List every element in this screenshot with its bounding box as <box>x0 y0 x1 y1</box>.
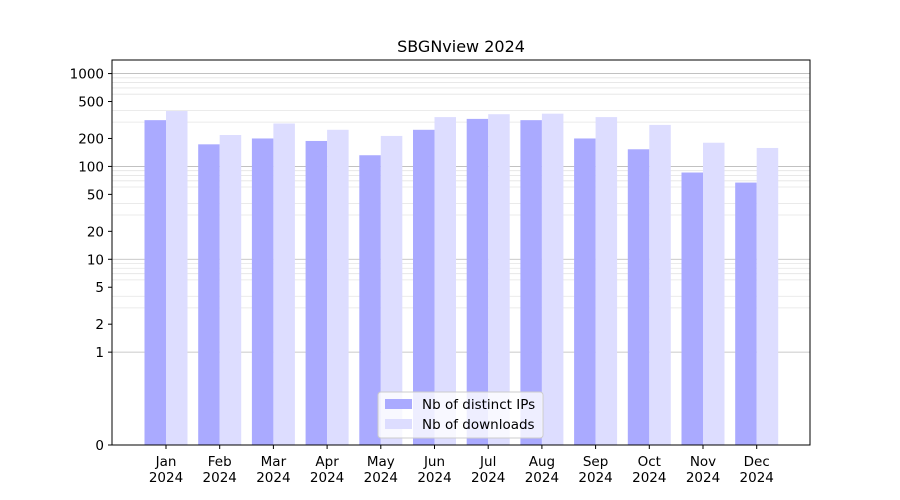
y-tick-label: 200 <box>78 131 104 147</box>
bar-downloads <box>166 111 188 445</box>
x-tick-label-month: Dec <box>744 454 770 470</box>
x-tick-label-month: Jun <box>423 454 445 470</box>
x-tick-label-month: May <box>367 454 395 470</box>
bar-distinct-ips <box>681 172 703 445</box>
bar-distinct-ips <box>627 149 650 446</box>
bar-downloads <box>434 117 456 445</box>
x-axis: Jan2024Feb2024Mar2024Apr2024May2024Jun20… <box>149 445 774 486</box>
x-tick-label-month: Sep <box>583 454 608 470</box>
plot-area-frame <box>111 59 811 446</box>
bar-distinct-ips <box>144 120 166 446</box>
x-tick-label-month: Apr <box>315 454 339 470</box>
x-tick-label-month: Feb <box>208 454 232 470</box>
y-tick-label: 500 <box>78 95 104 111</box>
legend-box <box>377 391 544 439</box>
bar-downloads <box>488 114 510 446</box>
y-tick-label: 0 <box>95 438 104 454</box>
y-tick-label: 1000 <box>70 67 104 83</box>
bar-distinct-ips <box>305 140 328 445</box>
x-tick-label-month: Jan <box>155 454 177 470</box>
x-tick-label-year: 2024 <box>203 470 237 486</box>
x-tick-label-year: 2024 <box>149 470 183 486</box>
bar-distinct-ips <box>520 120 542 446</box>
y-tick-label: 5 <box>95 280 104 296</box>
legend-label: Nb of distinct IPs <box>422 397 535 413</box>
bar-downloads <box>756 147 779 446</box>
legend: Nb of distinct IPs Nb of downloads <box>377 391 544 439</box>
x-tick-label-year: 2024 <box>364 470 398 486</box>
legend-swatch <box>385 399 412 409</box>
y-tick-label: 2 <box>95 317 104 333</box>
x-tick-label-year: 2024 <box>256 470 290 486</box>
y-tick-label: 1 <box>95 345 104 361</box>
x-tick-label-month: Aug <box>529 454 555 470</box>
x-tick-label-month: Jul <box>479 454 496 470</box>
x-tick-label-year: 2024 <box>471 470 505 486</box>
bar-distinct-ips <box>251 138 274 445</box>
bar-distinct-ips <box>735 182 757 445</box>
legend-label: Nb of downloads <box>422 417 535 433</box>
bar-downloads <box>703 142 725 445</box>
y-axis: 0 1 2 5 10 20 50 100 200 500 1000 <box>70 67 112 454</box>
bar-downloads <box>541 113 564 445</box>
y-tick-label: 20 <box>87 224 104 240</box>
bar-downloads <box>327 129 349 445</box>
bar-downloads <box>595 117 618 445</box>
bars <box>144 111 779 446</box>
bar-downloads <box>219 134 242 445</box>
x-tick-label-year: 2024 <box>632 470 666 486</box>
x-tick-label-year: 2024 <box>686 470 720 486</box>
x-tick-label-month: Oct <box>638 454 661 470</box>
x-tick-label-year: 2024 <box>740 470 774 486</box>
bar-distinct-ips <box>198 144 220 445</box>
y-tick-label: 10 <box>87 252 104 268</box>
bar-distinct-ips <box>359 155 381 445</box>
bar-downloads <box>273 123 295 445</box>
x-tick-label-year: 2024 <box>310 470 344 486</box>
bar-downloads <box>649 124 671 446</box>
bar-downloads <box>380 135 403 445</box>
x-tick-label-month: Nov <box>690 454 716 470</box>
y-tick-label: 50 <box>87 187 104 203</box>
x-tick-label-year: 2024 <box>525 470 559 486</box>
bar-distinct-ips <box>413 129 435 445</box>
x-tick-label-year: 2024 <box>578 470 612 486</box>
bar-distinct-ips <box>466 118 489 445</box>
y-tick-label: 100 <box>78 159 104 175</box>
bar-distinct-ips <box>574 138 596 445</box>
x-tick-label-year: 2024 <box>417 470 451 486</box>
legend-swatch <box>385 419 412 429</box>
chart-title: SBGNview 2024 <box>397 37 525 56</box>
x-tick-label-month: Mar <box>261 454 287 470</box>
